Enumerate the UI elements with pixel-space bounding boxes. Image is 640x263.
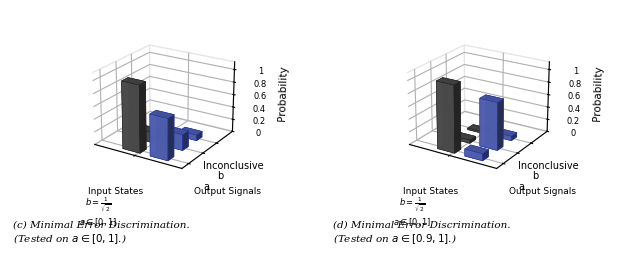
Text: (d) Minimal Error Discrimination.
(Tested on $a \in [0.9, 1]$.): (d) Minimal Error Discrimination. (Teste… <box>333 221 510 246</box>
Text: $b = \frac{1}{\sqrt{2}}$
$a \in [0, 1]$: $b = \frac{1}{\sqrt{2}}$ $a \in [0, 1]$ <box>79 195 117 228</box>
Text: Output Signals: Output Signals <box>509 187 576 196</box>
Text: Output Signals: Output Signals <box>194 187 261 196</box>
Text: Input States: Input States <box>88 187 143 196</box>
Text: $b = \frac{1}{\sqrt{2}}$
$a \in [0, 1]$: $b = \frac{1}{\sqrt{2}}$ $a \in [0, 1]$ <box>394 195 432 228</box>
Text: Input States: Input States <box>403 187 458 196</box>
Text: (c) Minimal Error Discrimination.
(Tested on $a \in [0, 1]$.): (c) Minimal Error Discrimination. (Teste… <box>13 221 189 246</box>
